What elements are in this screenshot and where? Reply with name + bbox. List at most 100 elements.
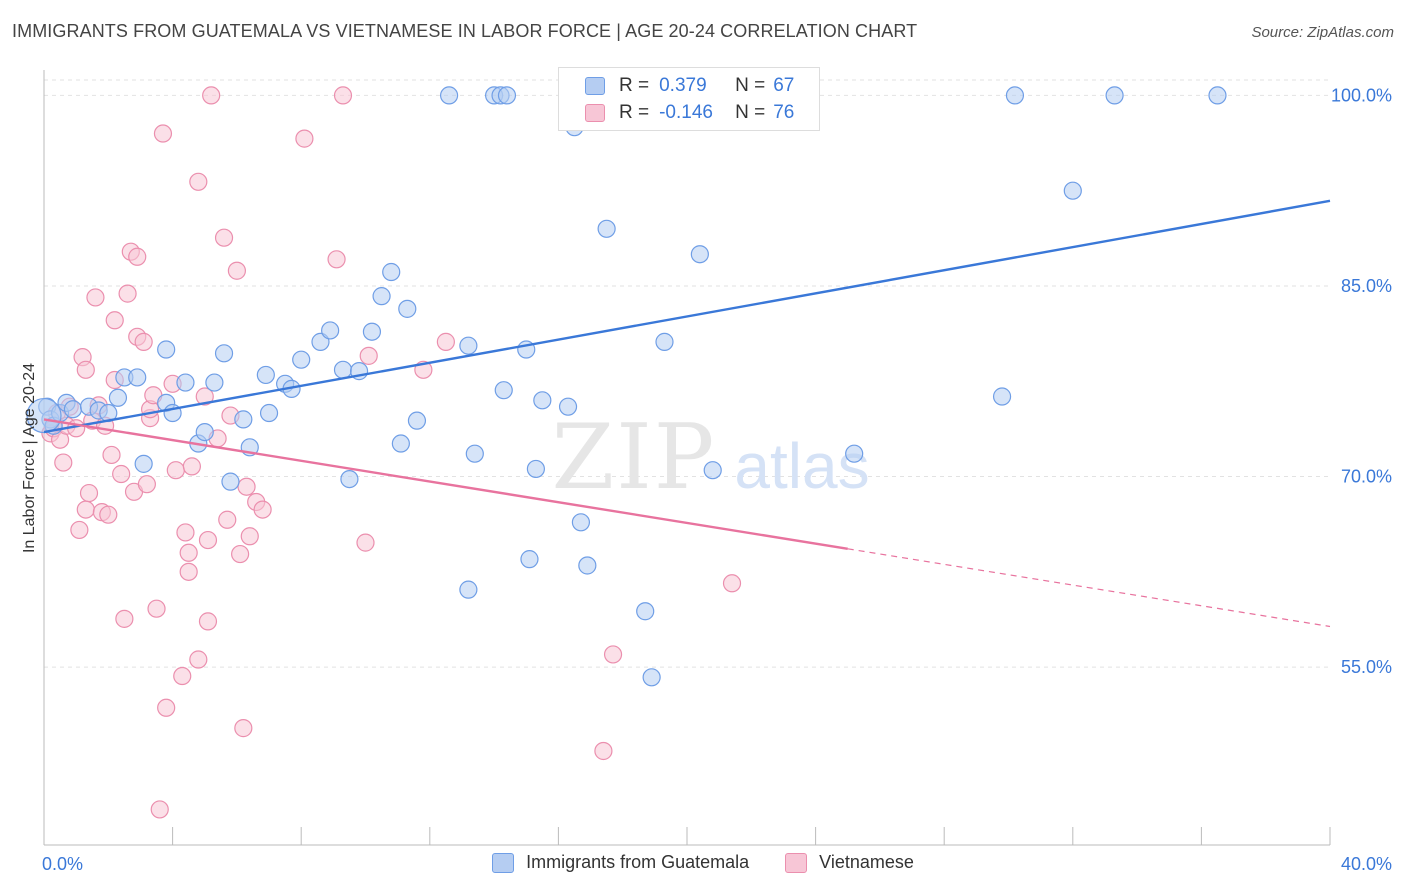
point-guatemala <box>1063 181 1082 200</box>
chart-title: IMMIGRANTS FROM GUATEMALA VS VIETNAMESE … <box>12 21 918 41</box>
point-guatemala <box>558 397 578 416</box>
gridlines <box>44 79 1330 668</box>
legend-item-guatemala[interactable]: Immigrants from Guatemala <box>492 852 749 873</box>
point-vietnamese <box>240 527 259 546</box>
y-tick-label: 55.0% <box>1341 657 1392 677</box>
point-vietnamese <box>134 332 153 351</box>
point-vietnamese <box>166 461 185 480</box>
tick-labels: 100.0% 85.0% 70.0% 55.0% 0.0% 40.0% <box>42 85 1392 874</box>
trendline-guatemala <box>43 199 1331 434</box>
y-tick-label: 70.0% <box>1341 467 1392 487</box>
point-guatemala <box>333 360 353 379</box>
point-vietnamese <box>218 510 237 529</box>
point-vietnamese <box>150 800 169 819</box>
point-guatemala <box>134 454 153 473</box>
point-guatemala <box>578 556 597 575</box>
point-vietnamese <box>99 505 118 524</box>
correlation-legend: R = 0.379 N = 67 R = -0.146 N = 76 <box>558 67 820 131</box>
point-vietnamese <box>102 445 121 465</box>
legend-r-value: -0.146 <box>659 102 713 123</box>
point-vietnamese <box>198 612 218 631</box>
point-guatemala <box>636 602 655 621</box>
point-vietnamese <box>333 86 353 105</box>
point-vietnamese <box>231 544 250 564</box>
point-vietnamese <box>722 574 742 593</box>
point-vietnamese <box>198 530 218 550</box>
point-guatemala <box>1208 86 1227 105</box>
point-vietnamese <box>195 387 214 406</box>
point-guatemala <box>362 322 382 341</box>
point-guatemala <box>533 391 552 410</box>
point-guatemala <box>459 580 478 599</box>
legend-swatch-vietnamese <box>785 852 808 873</box>
point-guatemala <box>128 368 147 387</box>
point-guatemala <box>520 550 539 569</box>
point-vietnamese <box>182 457 201 476</box>
point-vietnamese <box>76 360 95 379</box>
y-tick-label: 85.0% <box>1341 276 1392 296</box>
legend-n-value: 76 <box>773 102 795 123</box>
point-guatemala <box>214 344 234 363</box>
point-guatemala <box>382 262 401 282</box>
point-vietnamese <box>179 543 198 562</box>
legend-r-label: R = <box>619 102 650 123</box>
point-guatemala <box>497 86 517 105</box>
legend-row-vietnamese: R = -0.146 N = 76 <box>585 101 794 125</box>
legend-n-value: 67 <box>773 75 795 96</box>
point-vietnamese <box>189 172 208 191</box>
point-guatemala <box>391 434 410 453</box>
point-vietnamese <box>234 719 253 738</box>
watermark-atlas: atlas <box>734 430 869 502</box>
watermark-zip: ZIP <box>552 405 717 510</box>
point-vietnamese <box>227 261 246 280</box>
y-axis-label: In Labor Force | Age 20-24 <box>21 363 38 553</box>
point-guatemala <box>526 459 545 479</box>
point-vietnamese <box>70 520 89 540</box>
trendline-vietnamese-extension <box>847 548 1331 628</box>
point-vietnamese <box>86 288 105 307</box>
point-guatemala <box>176 373 195 392</box>
legend-label-guatemala: Immigrants from Guatemala <box>526 852 750 872</box>
point-guatemala <box>642 668 661 687</box>
point-vietnamese <box>115 609 134 628</box>
point-vietnamese <box>128 247 147 266</box>
point-guatemala <box>195 422 214 442</box>
point-vietnamese <box>237 477 256 496</box>
y-tick-label: 100.0% <box>1331 85 1392 105</box>
legend-item-vietnamese[interactable]: Vietnamese <box>785 852 914 873</box>
x-tick-label: 40.0% <box>1341 854 1392 874</box>
point-guatemala <box>465 444 484 463</box>
point-guatemala <box>221 472 240 491</box>
point-guatemala <box>398 299 417 318</box>
x-tick-label: 0.0% <box>42 854 83 874</box>
axes <box>43 70 1331 846</box>
point-vietnamese <box>436 332 455 351</box>
point-guatemala <box>292 350 311 369</box>
point-guatemala <box>439 86 459 105</box>
point-guatemala <box>597 219 616 238</box>
legend-n-label: N = <box>735 75 766 96</box>
point-vietnamese <box>356 533 375 552</box>
legend-row-guatemala: R = 0.379 N = 67 <box>585 74 794 98</box>
point-guatemala <box>655 332 674 351</box>
watermark: ZIP atlas <box>552 405 870 510</box>
point-guatemala <box>1105 86 1124 105</box>
point-guatemala <box>108 388 128 407</box>
legend-swatch-guatemala <box>492 852 515 873</box>
point-vietnamese <box>153 124 173 143</box>
point-guatemala <box>372 287 391 306</box>
point-vietnamese <box>54 453 73 472</box>
point-guatemala <box>259 403 279 423</box>
point-guatemala <box>157 340 176 359</box>
legend-swatch-guatemala <box>585 77 605 95</box>
point-guatemala <box>703 461 722 480</box>
point-guatemala <box>407 411 427 430</box>
point-vietnamese <box>189 650 208 669</box>
point-vietnamese <box>76 500 95 519</box>
point-vietnamese <box>105 311 124 330</box>
point-vietnamese <box>359 346 378 365</box>
point-guatemala <box>63 400 83 419</box>
point-vietnamese <box>173 666 192 686</box>
point-vietnamese <box>603 645 623 664</box>
legend-n-label: N = <box>735 102 766 123</box>
